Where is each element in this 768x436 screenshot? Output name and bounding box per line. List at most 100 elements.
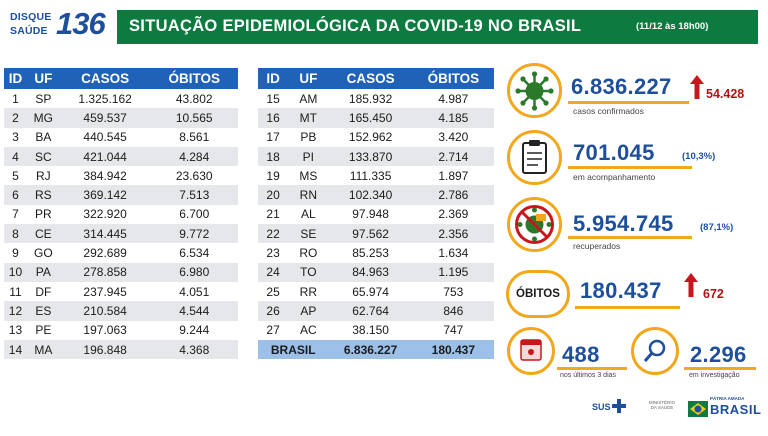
column-header: ÓBITOS (150, 68, 238, 89)
deaths-delta: 672 (703, 287, 724, 301)
table-row: 19 MS 111.335 1.897 (258, 166, 494, 186)
table-cell: ES (26, 301, 60, 321)
table-header-row: ID UF CASOS ÓBITOS (258, 68, 494, 89)
table-cell: 185.932 (328, 89, 413, 109)
table-cell: 62.764 (328, 301, 413, 321)
table-cell: 43.802 (150, 89, 238, 109)
table-cell: 6.700 (150, 204, 238, 225)
total-label: BRASIL (258, 339, 329, 360)
deaths-badge-label: ÓBITOS (516, 288, 560, 300)
recovered-pct: (87,1%) (700, 222, 734, 233)
table-cell: 322.920 (59, 204, 151, 225)
table-header-row: ID UF CASOS ÓBITOS (4, 68, 238, 89)
table-cell: 4.284 (150, 146, 238, 167)
table-cell: MS (288, 166, 329, 186)
table-cell: 23 (258, 243, 289, 263)
table-cell: 384.942 (59, 166, 151, 186)
states-table-left: ID UF CASOS ÓBITOS 1 SP 1.325.162 43.802 2 MG 459… (4, 68, 238, 360)
table-cell: 8 (4, 224, 27, 244)
table-cell: BA (26, 127, 60, 147)
table-cell: 25 (258, 281, 289, 302)
table-cell: 84.963 (328, 262, 413, 282)
table-cell: 237.945 (59, 281, 151, 302)
table-row: 17 PB 152.962 3.420 (258, 127, 494, 147)
table-row: 7 PR 322.920 6.700 (4, 204, 238, 225)
table-row: 23 RO 85.253 1.634 (258, 243, 494, 263)
table-cell: 9 (4, 243, 27, 263)
table-cell: 23.630 (150, 166, 238, 186)
table-cell: 97.948 (328, 204, 413, 225)
table-cell: 22 (258, 224, 289, 244)
table-cell: 97.562 (328, 224, 413, 244)
table-cell: 10 (4, 262, 27, 282)
table-cell: 196.848 (59, 339, 151, 360)
table-cell: RS (26, 185, 60, 205)
table-row: 15 AM 185.932 4.987 (258, 89, 494, 109)
title-bar: SITUAÇÃO EPIDEMIOLÓGICA DA COVID-19 NO B… (117, 10, 758, 44)
table-cell: 6 (4, 185, 27, 205)
virus-crossed-icon (507, 197, 562, 252)
table-cell: 165.450 (328, 108, 413, 128)
table-cell: 369.142 (59, 185, 151, 205)
table-row: 22 SE 97.562 2.356 (258, 224, 494, 244)
table-row: 21 AL 97.948 2.369 (258, 204, 494, 225)
table-cell: 1.325.162 (59, 89, 151, 109)
ministry-logo: MINISTÉRIO DA SAÚDE (648, 400, 676, 410)
recent-deaths-underline (557, 367, 627, 370)
table-cell: AL (288, 204, 329, 225)
table-cell: PB (288, 127, 329, 147)
column-header: UF (26, 68, 60, 89)
column-header: UF (288, 68, 329, 89)
table-row: 18 PI 133.870 2.714 (258, 146, 494, 167)
table-cell: 210.584 (59, 301, 151, 321)
table-cell: GO (26, 243, 60, 263)
states-table-right: ID UF CASOS ÓBITOS 15 AM 185.932 4.987 16 MT 165.… (258, 68, 494, 360)
table-cell: 6.534 (150, 243, 238, 263)
table-cell: PI (288, 146, 329, 167)
recent-deaths-label: nos últimos 3 dias (560, 372, 617, 379)
table-row: 27 AC 38.150 747 (258, 320, 494, 340)
total-deaths: 180.437 (412, 339, 494, 360)
table-row: 10 PA 278.858 6.980 (4, 262, 238, 282)
brasil-tagline: PÁTRIA AMADA (710, 396, 745, 401)
table-row: 9 GO 292.689 6.534 (4, 243, 238, 263)
table-cell: 65.974 (328, 281, 413, 302)
column-header: ID (4, 68, 27, 89)
table-cell: RO (288, 243, 329, 263)
table-cell: RJ (26, 166, 60, 186)
table-cell: 4 (4, 146, 27, 167)
deaths-value: 180.437 (580, 278, 662, 303)
table-row: 3 BA 440.545 8.561 (4, 127, 238, 147)
table-cell: SC (26, 146, 60, 167)
table-cell: MA (26, 339, 60, 360)
table-row: 4 SC 421.044 4.284 (4, 146, 238, 167)
table-cell: 152.962 (328, 127, 413, 147)
disque-saude-logo: DISQUE SAÚDE 136 (10, 6, 106, 42)
table-cell: 753 (412, 281, 494, 302)
table-cell: TO (288, 262, 329, 282)
logo-line2: SAÚDE (10, 25, 48, 37)
table-cell: AC (288, 320, 329, 340)
table-cell: 4.368 (150, 339, 238, 360)
table-cell: 21 (258, 204, 289, 225)
table-cell: PR (26, 204, 60, 225)
table-cell: 24 (258, 262, 289, 282)
table-cell: 747 (412, 320, 494, 340)
table-row: 12 ES 210.584 4.544 (4, 301, 238, 321)
table-cell: 1.897 (412, 166, 494, 186)
table-cell: 278.858 (59, 262, 151, 282)
table-cell: PA (26, 262, 60, 282)
table-cell: 1 (4, 89, 27, 109)
table-row: 2 MG 459.537 10.565 (4, 108, 238, 128)
monitoring-value: 701.045 (573, 140, 655, 165)
confirmed-value: 6.836.227 (571, 74, 672, 99)
table-cell: 18 (258, 146, 289, 167)
investigation-underline (684, 367, 756, 370)
recovered-label: recuperados (573, 241, 621, 251)
confirmed-delta: 54.428 (706, 87, 745, 101)
table-cell: 5 (4, 166, 27, 186)
clipboard-icon (507, 130, 562, 185)
table-cell: 11 (4, 281, 27, 302)
column-header: ÓBITOS (412, 68, 494, 89)
table-cell: 4.987 (412, 89, 494, 109)
